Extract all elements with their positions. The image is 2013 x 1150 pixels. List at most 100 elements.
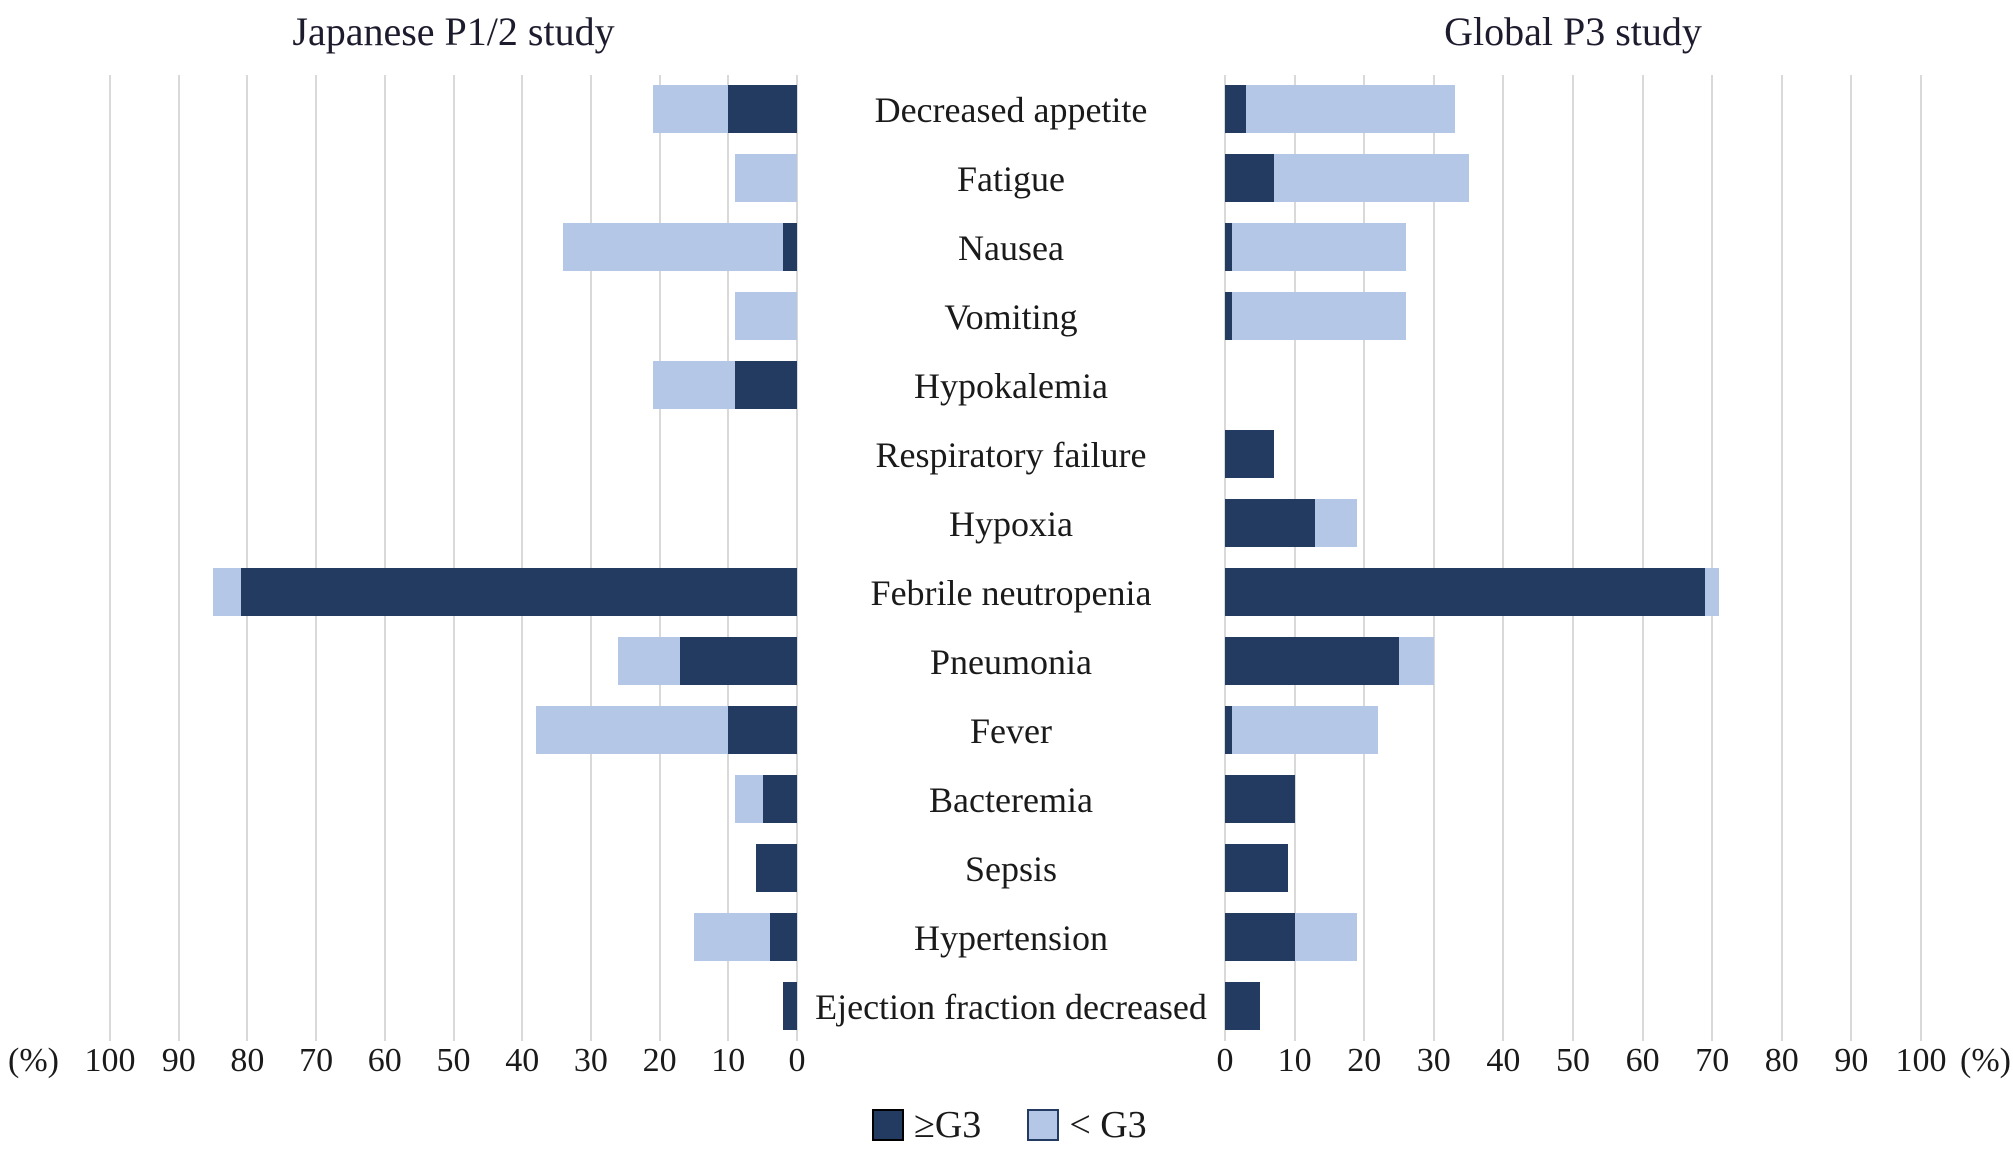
bar-segment-lt-g3: [735, 775, 763, 823]
axis-tick-label: 30: [1416, 1042, 1451, 1079]
bar-row: [110, 489, 797, 558]
axis-tick-label: 100: [1895, 1042, 1947, 1079]
legend: ≥G3 < G3: [872, 1104, 1147, 1146]
bar-row: [1225, 282, 1921, 351]
bar-row: [1225, 972, 1921, 1041]
category-label: Bacteremia: [929, 779, 1093, 820]
axis-tick-label: 20: [642, 1042, 677, 1079]
gridline: [589, 75, 592, 1041]
gridline: [1224, 75, 1226, 1041]
bar-segment-ge-g3: [1225, 982, 1260, 1030]
bar-segment-lt-g3: [1231, 706, 1379, 754]
right-plot-area: [1224, 75, 1922, 1041]
axis-tick-label: 10: [711, 1042, 746, 1079]
axis-tick-label: 0: [788, 1042, 806, 1079]
axis-tick-label: 90: [1834, 1042, 1869, 1079]
gridline: [521, 75, 524, 1041]
gridline: [246, 75, 249, 1041]
category-label: Febrile neutropenia: [870, 572, 1152, 613]
bar-row: [1225, 765, 1921, 834]
bar-segment-ge-g3: [1225, 499, 1316, 547]
axis-tick-label: 50: [1556, 1042, 1590, 1079]
bar-segment-ge-g3: [728, 706, 797, 754]
legend-label-ge-g3: ≥G3: [914, 1104, 982, 1146]
bar-segment-lt-g3: [652, 361, 736, 409]
bar-segment-lt-g3: [1399, 637, 1434, 685]
gridline: [1572, 75, 1574, 1041]
axis-tick-label: 100: [84, 1042, 136, 1079]
axis-tick-label: 70: [1695, 1042, 1730, 1079]
gridline: [658, 75, 661, 1041]
bar-row: [110, 213, 797, 282]
gridline: [315, 75, 318, 1041]
category-label: Decreased appetite: [874, 89, 1148, 130]
bar-segment-ge-g3: [1225, 568, 1706, 616]
bar-segment-ge-g3: [1225, 706, 1232, 754]
bar-segment-ge-g3: [1225, 430, 1274, 478]
left-x-axis: 100 90 80 70 60 50 40 30 20 10 0: [85, 1042, 806, 1084]
gridline: [1920, 75, 1922, 1041]
category-label: Hypertension: [914, 917, 1108, 958]
bar-segment-lt-g3: [563, 223, 784, 271]
bar-segment-ge-g3: [1225, 292, 1232, 340]
bar-row: [1225, 627, 1921, 696]
category-label: Fatigue: [957, 158, 1065, 199]
gridline: [177, 75, 180, 1041]
bar-segment-lt-g3: [735, 292, 797, 340]
right-chart-title: Global P3 study: [1444, 9, 1702, 54]
axis-tick-label: 60: [367, 1042, 402, 1079]
bar-row: [110, 282, 797, 351]
bar-segment-lt-g3: [1705, 568, 1720, 616]
bar-segment-ge-g3: [769, 913, 797, 961]
bar-segment-ge-g3: [755, 844, 797, 892]
bar-row: [110, 627, 797, 696]
bar-row: [110, 420, 797, 489]
bar-segment-ge-g3: [1225, 844, 1288, 892]
bar-row: [1225, 213, 1921, 282]
bar-row: [110, 765, 797, 834]
gridline: [383, 75, 386, 1041]
bar-segment-lt-g3: [652, 85, 729, 133]
bar-row: [1225, 351, 1921, 420]
bar-row: [1225, 144, 1921, 213]
bar-segment-lt-g3: [735, 154, 797, 202]
axis-tick-label: 0: [1216, 1042, 1234, 1079]
category-label: Fever: [970, 710, 1052, 751]
category-labels-column: Decreased appetite Fatigue Nausea Vomiting H…: [797, 75, 1225, 1041]
gridline: [1850, 75, 1853, 1041]
category-label: Nausea: [958, 227, 1064, 268]
legend-swatch-ge-g3: [872, 1109, 904, 1141]
category-label: Vomiting: [944, 296, 1078, 337]
bar-segment-lt-g3: [535, 706, 729, 754]
bar-row: [110, 696, 797, 765]
bar-segment-lt-g3: [618, 637, 681, 685]
axis-tick-label: 40: [505, 1042, 540, 1079]
axis-tick-label: 70: [299, 1042, 334, 1079]
bar-row: [1225, 75, 1921, 144]
bar-segment-ge-g3: [735, 361, 797, 409]
category-label: Respiratory failure: [875, 434, 1147, 475]
bar-segment-ge-g3: [1225, 913, 1295, 961]
gridline: [109, 75, 111, 1041]
bar-segment-lt-g3: [213, 568, 241, 616]
bar-segment-lt-g3: [1231, 223, 1406, 271]
left-plot-area: [109, 75, 798, 1041]
gridline: [1641, 75, 1644, 1041]
gridline: [1363, 75, 1366, 1041]
bar-segment-ge-g3: [728, 85, 797, 133]
bar-row: [110, 558, 797, 627]
bar-segment-lt-g3: [1231, 292, 1406, 340]
legend-swatch-lt-g3: [1027, 1109, 1060, 1141]
bar-row: [110, 972, 797, 1041]
bar-row: [110, 903, 797, 972]
bar-segment-ge-g3: [1225, 775, 1295, 823]
axis-tick-label: 50: [436, 1042, 471, 1079]
category-label: Pneumonia: [930, 641, 1092, 682]
gridline: [1711, 75, 1714, 1041]
category-label: Hypoxia: [949, 503, 1073, 544]
bar-segment-ge-g3: [240, 568, 797, 616]
bar-segment-lt-g3: [1294, 913, 1358, 961]
left-chart-title: Japanese P1/2 study: [292, 9, 615, 54]
bar-row: [1225, 558, 1921, 627]
